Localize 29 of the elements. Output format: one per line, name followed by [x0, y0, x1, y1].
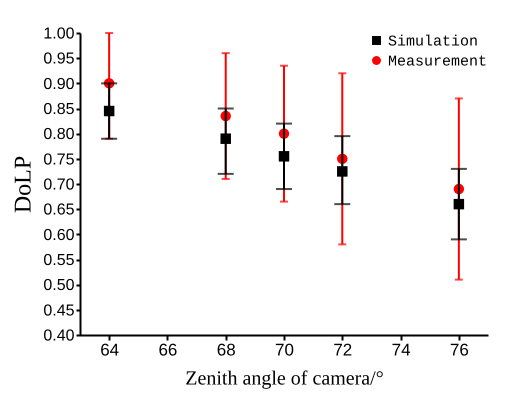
x-tick-label: 76 [450, 340, 469, 360]
x-tick-label: 68 [216, 340, 236, 360]
x-axis-title: Zenith angle of camera/° [185, 368, 384, 390]
x-tick-label: 72 [333, 340, 352, 360]
x-tick-label: 66 [158, 340, 178, 360]
y-tick-label: 0.65 [43, 202, 75, 219]
y-tick-label: 0.85 [43, 101, 75, 118]
y-tick-label: 0.60 [43, 226, 75, 244]
legend-label: Measurement [388, 54, 488, 70]
y-tick-label: 0.80 [43, 126, 75, 144]
point [220, 133, 231, 144]
y-tick-label: 0.40 [43, 328, 75, 344]
y-tick-label: 0.70 [43, 176, 75, 194]
y-tick-label: 0.75 [43, 151, 75, 168]
x-tick-label: 70 [275, 340, 294, 360]
y-tick-label: 1.00 [43, 26, 75, 42]
legend-label: Simulation [388, 34, 478, 50]
point [278, 151, 290, 162]
y-tick-label: 0.90 [43, 76, 75, 93]
x-tick-label: 64 [100, 340, 120, 360]
y-axis-title: DoLP [10, 156, 36, 214]
x-tick-label: 74 [392, 340, 411, 360]
y-tick-label: 0.50 [43, 277, 75, 294]
point [104, 106, 114, 116]
y-tick-label: 0.95 [43, 50, 75, 68]
y-tick-label: 0.45 [43, 302, 75, 320]
point [337, 166, 348, 177]
y-tick-label: 0.55 [43, 252, 75, 269]
point [454, 198, 464, 210]
